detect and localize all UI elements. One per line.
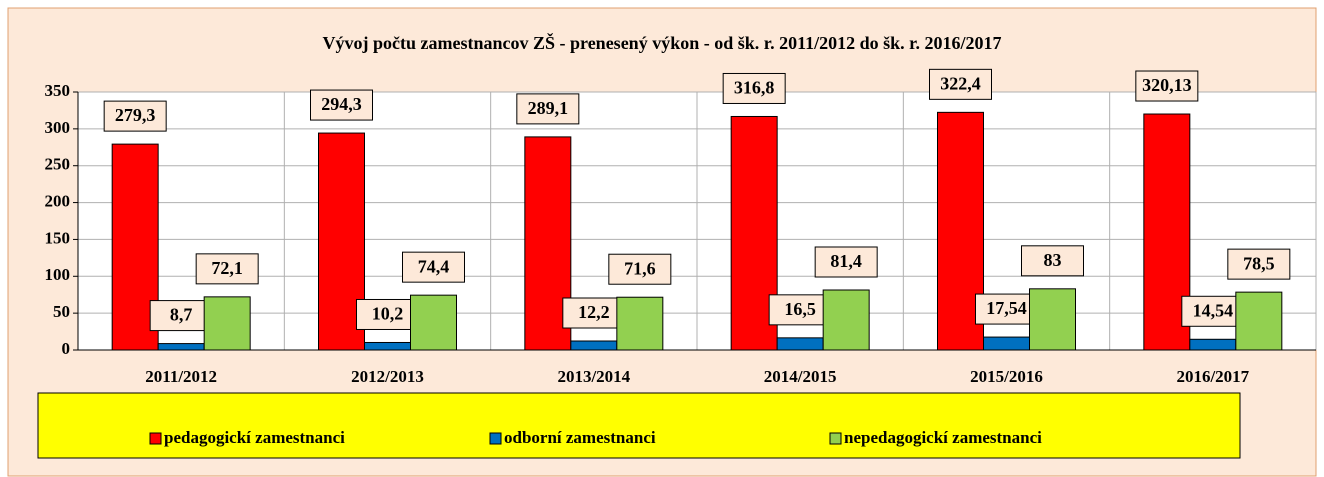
data-label-box [975,293,1038,325]
data-label-box [722,72,786,104]
chart-title: Vývoj počtu zamestnancov ZŠ - prenesený … [323,32,1002,53]
data-label: 12,2 [578,302,610,322]
y-tick-label: 300 [45,118,71,137]
data-label-box [310,89,373,121]
data-label-box [356,298,419,330]
legend-label: odborní zamestnanci [504,428,656,447]
data-label: 294,3 [321,94,362,114]
data-label: 10,2 [372,304,404,324]
bar [157,343,205,351]
bar [616,296,664,351]
bar [570,340,618,351]
x-tick-label: 2013/2014 [557,367,630,386]
data-label: 320,13 [1142,75,1192,95]
data-label: 289,1 [528,98,569,118]
data-label-box [1021,245,1084,277]
data-label: 83 [1044,250,1062,270]
data-label: 279,3 [115,105,156,125]
data-label: 72,1 [211,258,243,278]
y-tick-label: 0 [62,339,71,358]
data-label: 81,4 [830,251,862,271]
data-label: 17,54 [986,298,1027,318]
x-tick-label: 2014/2015 [764,367,837,386]
bar [1189,338,1237,351]
bar [410,294,457,351]
bar [1029,288,1076,351]
data-label-box [929,68,992,100]
legend-label: pedagogickí zamestnanci [164,428,345,447]
y-tick-label: 100 [45,265,71,284]
data-label: 322,4 [940,73,981,93]
y-tick-label: 200 [45,191,71,210]
data-label-box [1227,248,1291,280]
data-label-box [402,251,465,283]
x-tick-label: 2015/2016 [970,367,1043,386]
bar [822,289,870,351]
x-tick-label: 2011/2012 [145,367,217,386]
data-label-box [814,246,878,278]
data-label-box [1135,70,1199,102]
data-label: 8,7 [170,305,193,325]
data-label-box [608,253,672,285]
data-label: 74,4 [418,256,450,276]
legend-swatch [149,432,162,445]
data-label-box [516,93,580,125]
legend-label: nepedagogickí zamestnanci [844,428,1042,447]
data-label-box [195,253,259,285]
legend [37,392,1241,459]
y-tick-label: 250 [45,155,71,174]
bar [776,337,824,351]
data-label: 16,5 [784,299,816,319]
y-tick-label: 350 [45,81,71,100]
bar [203,296,251,351]
data-label: 78,5 [1243,253,1275,273]
bar [364,341,411,351]
data-label-box [103,100,167,132]
data-label: 14,54 [1193,300,1234,320]
data-label-box [768,294,832,326]
data-label-box [149,300,213,332]
y-tick-label: 150 [45,228,71,247]
x-tick-label: 2012/2013 [351,367,424,386]
data-label-box [1181,295,1245,327]
data-label: 71,6 [624,258,656,278]
bar [983,336,1030,351]
bar [1235,291,1283,351]
y-tick-label: 50 [53,302,70,321]
legend-swatch [829,432,842,445]
legend-swatch [489,432,502,445]
x-tick-label: 2016/2017 [1176,367,1249,386]
data-label: 316,8 [734,78,775,98]
